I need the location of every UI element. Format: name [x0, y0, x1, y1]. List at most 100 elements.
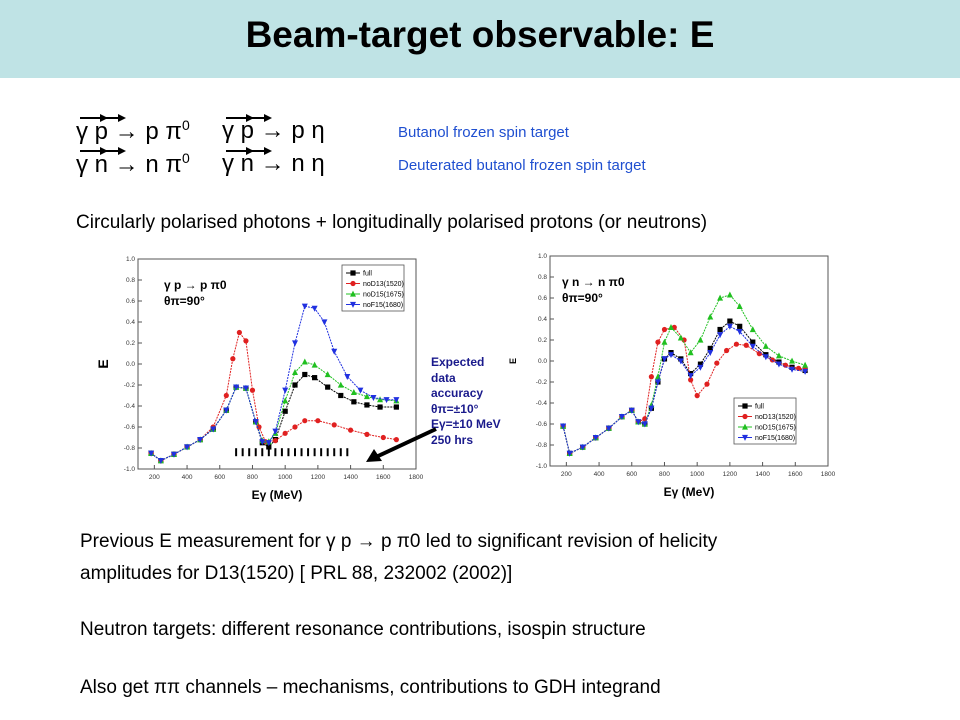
data-point-triangle — [605, 425, 612, 432]
legend-label: full — [363, 271, 372, 278]
target-note-deuterated: Deuterated butanol frozen spin target — [398, 157, 646, 174]
data-point-square — [350, 270, 356, 276]
data-point-triangle — [749, 343, 756, 350]
data-point-triangle — [350, 290, 356, 297]
data-point-triangle — [259, 439, 266, 446]
y-tick-label: -0.8 — [536, 442, 548, 449]
series-line — [562, 326, 806, 455]
data-point-circle — [661, 326, 668, 333]
data-point-circle — [302, 418, 308, 424]
data-point-triangle — [802, 361, 809, 368]
y-tick-label: 0.8 — [538, 274, 547, 281]
x-tick-label: 1200 — [723, 471, 738, 478]
y-tick-label: 0.2 — [126, 340, 135, 347]
slide-title: Beam-target observable: E — [245, 14, 715, 55]
data-point-triangle — [223, 407, 230, 414]
y-tick-label: 0.4 — [126, 319, 135, 326]
paragraph-pipi-channels: Also get ππ channels – mechanisms, contr… — [80, 677, 661, 698]
data-point-triangle — [762, 354, 769, 361]
y-tick-label: 0.0 — [538, 358, 547, 365]
data-point-circle — [315, 418, 321, 424]
y-tick-label: 0.8 — [126, 277, 135, 284]
data-point-triangle — [252, 419, 259, 426]
data-point-triangle — [802, 368, 809, 375]
data-point-triangle — [197, 437, 204, 443]
data-point-triangle — [265, 440, 272, 447]
data-point-triangle — [324, 371, 331, 378]
data-point-triangle — [677, 334, 684, 341]
legend-label: noF15(1680) — [363, 302, 403, 309]
data-point-circle — [347, 427, 354, 433]
data-point-circle — [364, 431, 370, 437]
paragraph-neutron-targets: Neutron targets: different resonance con… — [80, 619, 646, 640]
annotation-line: θπ=±10° — [431, 401, 479, 416]
y-tick-label: -0.4 — [536, 400, 548, 407]
data-point-triangle — [654, 379, 661, 386]
chart-proton-pi0: 200 400 600 800 1000 1200 1400 1600 1800 -1.0 -0.8… — [95, 256, 424, 502]
x-tick-label: 400 — [594, 471, 605, 478]
vector-arrows — [80, 114, 126, 122]
x-tick-label: 600 — [626, 471, 637, 478]
y-tick-label: 0.6 — [126, 298, 135, 305]
data-point-triangle — [677, 358, 684, 365]
x-tick-label: 1800 — [409, 474, 424, 481]
data-point-triangle — [641, 421, 648, 428]
data-point-square — [282, 408, 288, 414]
data-point-triangle — [242, 385, 249, 392]
data-point-triangle — [762, 342, 769, 349]
data-point-triangle — [618, 414, 625, 421]
data-point-circle — [714, 360, 720, 366]
data-point-square — [727, 318, 733, 324]
data-point-square — [292, 382, 298, 388]
data-point-triangle — [321, 319, 328, 326]
chart-panel-neutron: 200 400 600 800 1000 1200 1400 1600 1800 -1.0 -0.8… — [508, 244, 838, 506]
data-point-circle — [733, 341, 740, 347]
data-point-triangle — [707, 350, 714, 356]
y-tick-label: -0.4 — [124, 403, 136, 410]
data-point-triangle — [301, 358, 308, 365]
data-point-circle — [236, 329, 242, 336]
x-tick-label: 200 — [149, 474, 160, 481]
data-point-square — [325, 384, 331, 390]
data-point-triangle — [789, 357, 796, 364]
data-point-triangle — [736, 329, 743, 335]
y-tick-label: 0.2 — [538, 337, 547, 344]
annotation-line: 250 hrs — [431, 432, 474, 447]
annotation-line: data — [431, 370, 456, 385]
data-point-square — [717, 326, 723, 333]
data-point-circle — [704, 381, 710, 387]
data-point-triangle — [370, 395, 377, 401]
legend-label: noF15(1680) — [755, 435, 795, 442]
data-point-triangle — [635, 419, 642, 426]
y-tick-label: -0.6 — [124, 424, 136, 431]
data-point-triangle — [301, 303, 308, 310]
legend-label: noD15(1675) — [363, 292, 404, 299]
data-point-circle — [795, 365, 802, 371]
data-point-square — [351, 399, 357, 405]
annotation-line: Expected — [431, 355, 485, 369]
data-point-square — [266, 444, 272, 450]
data-point-circle — [230, 356, 236, 362]
y-tick-label: -0.2 — [536, 379, 548, 386]
y-tick-label: -0.2 — [124, 382, 136, 389]
x-tick-label: 1600 — [788, 471, 803, 478]
x-tick-label: 800 — [659, 471, 670, 478]
x-tick-label: 800 — [247, 474, 258, 481]
x-tick-label: 1400 — [755, 471, 770, 478]
legend-label: noD13(1520) — [755, 414, 796, 421]
legend-label: noD13(1520) — [363, 281, 404, 288]
y-tick-label: -1.0 — [536, 463, 548, 470]
annotation-line: Eγ=±10 MeV — [431, 417, 501, 431]
data-point-circle — [256, 424, 262, 430]
data-point-triangle — [736, 303, 743, 309]
data-point-circle — [756, 351, 762, 357]
data-point-triangle — [775, 352, 782, 359]
chart-neutron-pi0: 200 400 600 800 1000 1200 1400 1600 1800 -1.0 -0.8… — [508, 253, 836, 499]
x-tick-label: 1000 — [278, 474, 293, 481]
data-point-triangle — [350, 301, 356, 308]
paragraph-previous-measurement-1: Previous E measurement for γ p → p π0 le… — [80, 531, 718, 552]
data-point-triangle — [170, 451, 177, 458]
data-point-triangle — [272, 428, 279, 435]
data-point-triangle — [282, 387, 289, 394]
paragraph-previous-measurement-2: amplitudes for D13(1520) [ PRL 88, 23200… — [80, 563, 513, 584]
